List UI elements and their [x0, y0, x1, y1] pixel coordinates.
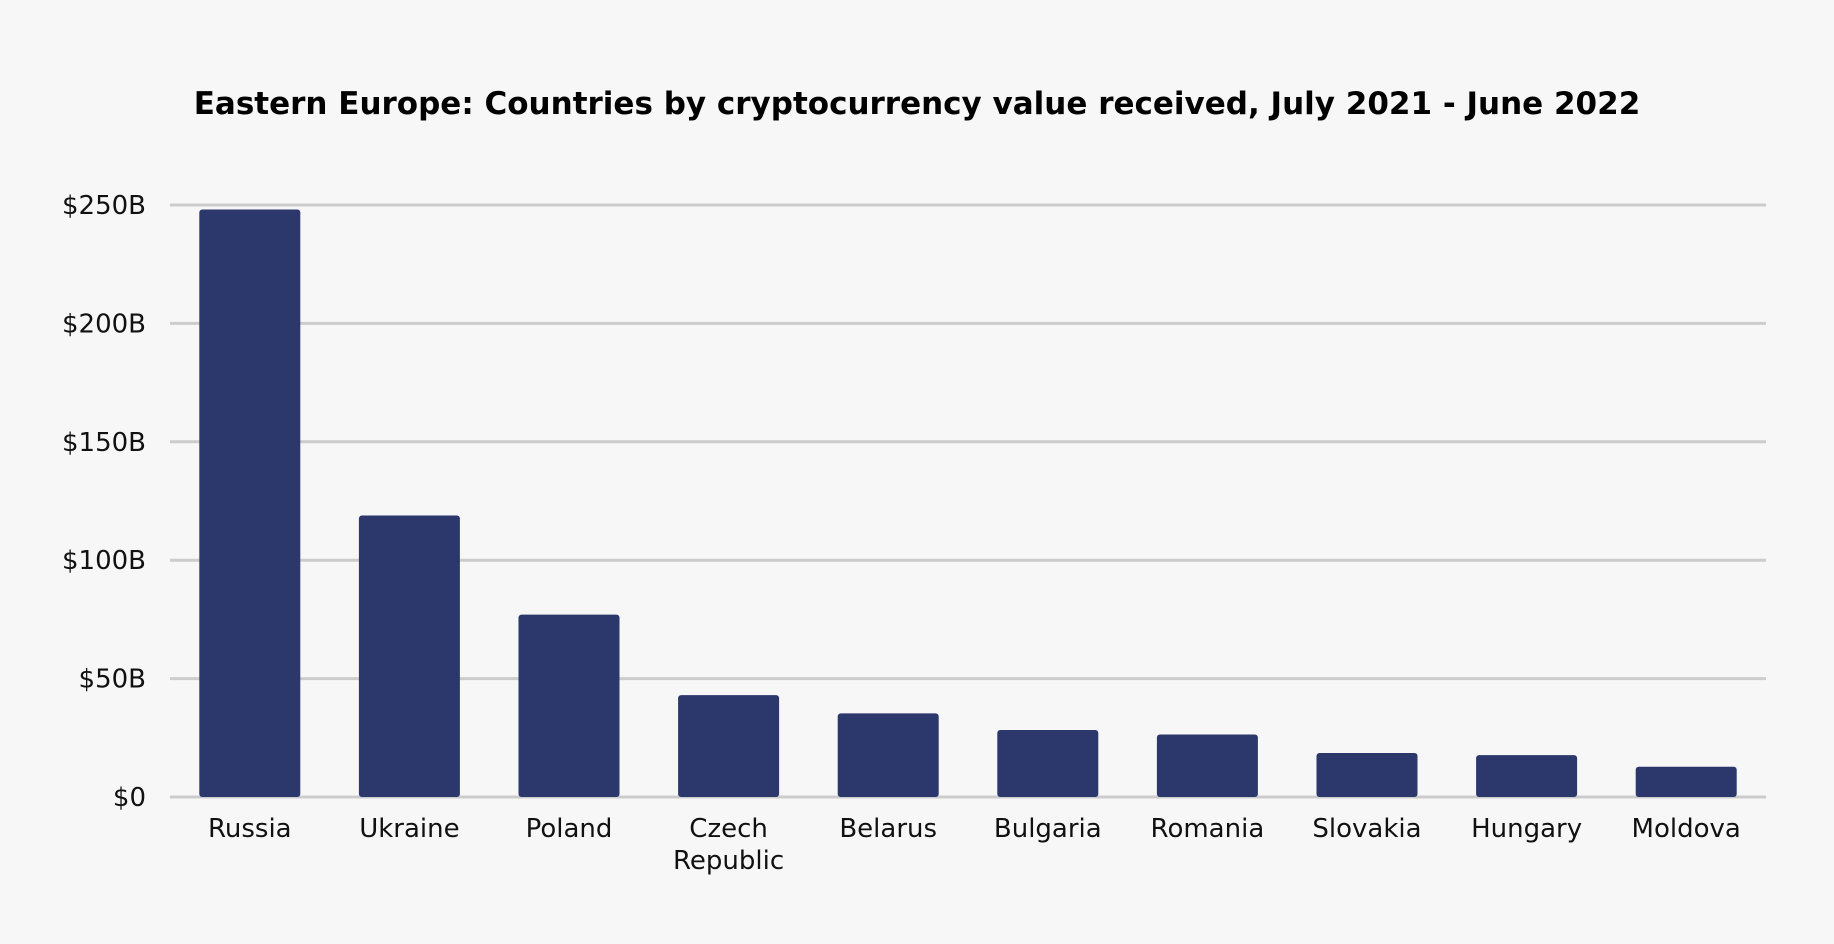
x-tick-label: Moldova [1632, 814, 1741, 844]
chart-title: Eastern Europe: Countries by cryptocurre… [193, 86, 1641, 122]
x-tick-label: Russia [208, 814, 292, 844]
y-tick-label: $150B [62, 428, 146, 458]
y-axis-tick-labels: $0 $50B $100B $150B $200B $250B [62, 191, 146, 813]
bar-russia [199, 209, 301, 797]
bar-bulgaria [997, 729, 1099, 797]
y-tick-label: $100B [62, 546, 146, 576]
bar-hungary [1476, 755, 1578, 797]
bar-poland [518, 614, 620, 797]
y-tick-label: $50B [79, 665, 146, 695]
x-tick-label: Romania [1151, 814, 1265, 844]
x-tick-label: Slovakia [1312, 814, 1421, 844]
bar-moldova [1635, 766, 1737, 797]
x-tick-label: Ukraine [359, 814, 459, 844]
x-tick-label: Hungary [1471, 814, 1582, 844]
x-tick-label: Belarus [839, 814, 937, 844]
bar-belarus [837, 713, 939, 797]
x-tick-label: Czech Republic [673, 814, 784, 876]
x-tick-label: Poland [526, 814, 613, 844]
y-tick-label: $200B [62, 309, 146, 339]
y-tick-label: $0 [113, 783, 146, 813]
bar-romania [1156, 734, 1258, 797]
y-tick-label: $250B [62, 191, 146, 221]
x-tick-label: Bulgaria [994, 814, 1102, 844]
bar-slovakia [1316, 752, 1418, 797]
bar-czech-republic [678, 695, 780, 797]
bar-ukraine [358, 515, 460, 797]
x-axis-tick-labels: Russia Ukraine Poland Czech Republic Belarus B… [208, 814, 1741, 876]
bars [199, 209, 1737, 797]
